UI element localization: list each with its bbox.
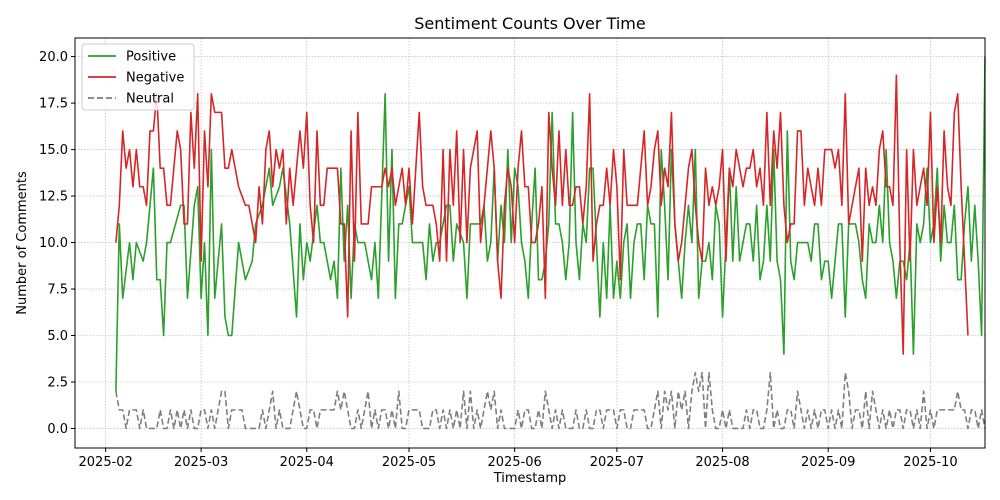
y-tick-label: 12.5	[39, 190, 68, 205]
x-tick-label: 2025-10	[903, 455, 957, 470]
y-tick-label: 7.5	[47, 283, 68, 298]
x-tick-label: 2025-07	[590, 455, 644, 470]
x-tick-label: 2025-08	[695, 455, 749, 470]
y-tick-label: 5.0	[47, 329, 68, 344]
series-lines	[115, 56, 986, 430]
legend-label-negative: Negative	[126, 71, 184, 86]
series-line-neutral	[115, 371, 986, 430]
series-line-negative	[115, 74, 969, 355]
legend-label-neutral: Neutral	[126, 92, 174, 107]
x-tick-label: 2025-09	[801, 455, 855, 470]
y-tick-label: 0.0	[47, 422, 68, 437]
y-axis-title: Number of Comments	[15, 171, 30, 315]
y-tick-label: 2.5	[47, 375, 68, 390]
legend-box	[81, 43, 195, 111]
legend: Positive Negative Neutral	[81, 43, 195, 111]
y-tick-label: 10.0	[39, 236, 68, 251]
y-tick-label: 17.5	[39, 97, 68, 112]
y-tick-label: 15.0	[39, 143, 68, 158]
y-axis-ticks: 0.0 2.5 5.0 7.5 10.0 12.5 15.0 17.5 20.0	[39, 50, 75, 437]
y-tick-label: 20.0	[39, 50, 68, 65]
x-tick-label: 2025-05	[382, 455, 436, 470]
x-axis-title: Timestamp	[493, 471, 567, 486]
chart-title: Sentiment Counts Over Time	[414, 14, 645, 33]
x-tick-label: 2025-06	[487, 455, 541, 470]
legend-label-positive: Positive	[126, 50, 176, 65]
x-axis-ticks: 2025-02 2025-03 2025-04 2025-05 2025-06 2025-…	[79, 448, 958, 470]
x-tick-label: 2025-03	[174, 455, 228, 470]
x-tick-label: 2025-02	[79, 455, 133, 470]
x-tick-label: 2025-04	[280, 455, 334, 470]
